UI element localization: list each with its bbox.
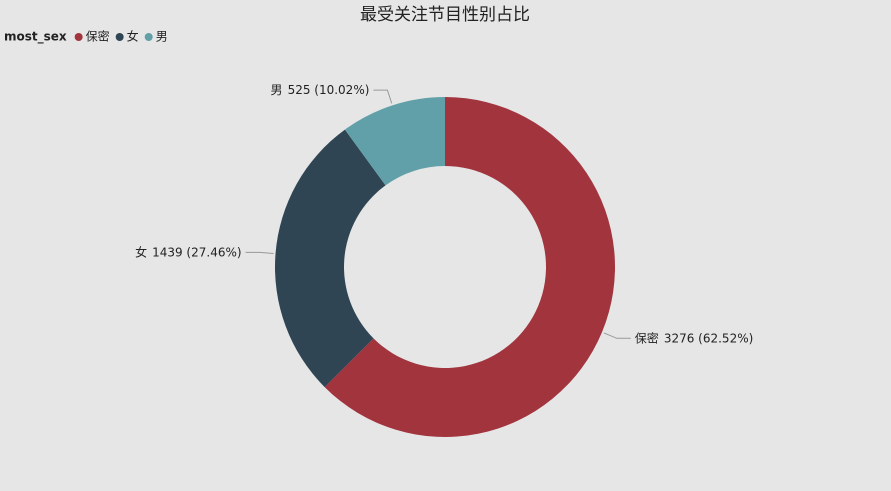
chart-title: 最受关注节目性别占比 (360, 5, 530, 25)
legend-marker (144, 33, 153, 41)
data-label: 保密 3276 (62.52%) (635, 330, 754, 345)
legend-label: 保密 (86, 29, 110, 44)
legend-marker (74, 33, 83, 41)
label-leader (373, 89, 393, 104)
data-label-value: 525 (10.02%) (288, 83, 370, 97)
label-leader (603, 332, 631, 339)
data-label: 女 1439 (27.46%) (135, 244, 241, 259)
legend-title: most_sex (4, 30, 67, 45)
pie-slice (324, 97, 615, 438)
data-label: 男 525 (10.02%) (271, 83, 370, 97)
data-label-value: 3276 (62.52%) (664, 331, 753, 345)
legend-marker (115, 33, 124, 41)
pie-slice (275, 129, 386, 388)
legend-label: 男 (156, 30, 168, 44)
data-label-name: 女 (135, 244, 147, 259)
data-label-name: 男 (271, 83, 283, 97)
data-label-name: 保密 (635, 330, 659, 345)
pie-slice (344, 97, 445, 186)
data-label-value: 1439 (27.46%) (152, 245, 241, 259)
label-leader (245, 251, 274, 255)
legend-label: 女 (127, 29, 139, 44)
